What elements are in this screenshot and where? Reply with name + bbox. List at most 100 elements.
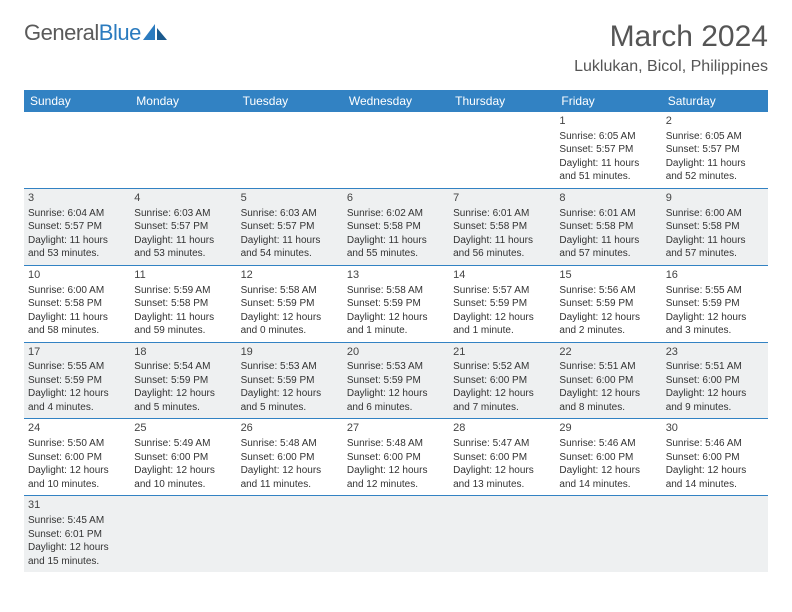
day-detail-line: Daylight: 12 hours: [134, 387, 232, 401]
day-number: 9: [666, 191, 764, 206]
day-detail-line: Daylight: 12 hours: [453, 464, 551, 478]
day-detail-line: and 6 minutes.: [347, 401, 445, 415]
day-detail-line: Daylight: 11 hours: [241, 234, 339, 248]
logo-part1: General: [24, 20, 99, 45]
day-number: 30: [666, 421, 764, 436]
day-number: 29: [559, 421, 657, 436]
day-number: 31: [28, 498, 126, 513]
day-detail-line: Daylight: 12 hours: [666, 387, 764, 401]
day-detail-line: Sunrise: 5:54 AM: [134, 360, 232, 374]
day-number: 14: [453, 268, 551, 283]
day-detail-line: Sunset: 5:57 PM: [559, 143, 657, 157]
weekday-header: Sunday: [24, 90, 130, 112]
day-detail-line: Sunset: 5:59 PM: [453, 297, 551, 311]
day-detail-line: Sunrise: 6:02 AM: [347, 207, 445, 221]
day-detail-line: and 7 minutes.: [453, 401, 551, 415]
calendar-table: Sunday Monday Tuesday Wednesday Thursday…: [24, 90, 768, 572]
day-detail-line: and 57 minutes.: [559, 247, 657, 261]
day-number: 2: [666, 114, 764, 129]
calendar-day-cell: 20Sunrise: 5:53 AMSunset: 5:59 PMDayligh…: [343, 342, 449, 419]
day-detail-line: Sunrise: 5:46 AM: [559, 437, 657, 451]
day-detail-line: Daylight: 11 hours: [666, 234, 764, 248]
day-detail-line: and 4 minutes.: [28, 401, 126, 415]
day-detail-line: and 14 minutes.: [559, 478, 657, 492]
calendar-day-cell: 6Sunrise: 6:02 AMSunset: 5:58 PMDaylight…: [343, 188, 449, 265]
day-detail-line: and 1 minute.: [453, 324, 551, 338]
day-detail-line: Sunset: 5:59 PM: [241, 374, 339, 388]
calendar-day-cell: 16Sunrise: 5:55 AMSunset: 5:59 PMDayligh…: [662, 265, 768, 342]
day-detail-line: Sunrise: 5:55 AM: [28, 360, 126, 374]
day-detail-line: Daylight: 12 hours: [666, 464, 764, 478]
calendar-week-row: 31Sunrise: 5:45 AMSunset: 6:01 PMDayligh…: [24, 496, 768, 572]
calendar-day-cell: 7Sunrise: 6:01 AMSunset: 5:58 PMDaylight…: [449, 188, 555, 265]
day-number: 3: [28, 191, 126, 206]
day-detail-line: Sunrise: 5:59 AM: [134, 284, 232, 298]
day-detail-line: Daylight: 12 hours: [453, 311, 551, 325]
day-detail-line: Sunset: 5:59 PM: [347, 297, 445, 311]
day-detail-line: Sunset: 5:59 PM: [559, 297, 657, 311]
calendar-day-cell: 11Sunrise: 5:59 AMSunset: 5:58 PMDayligh…: [130, 265, 236, 342]
weekday-header: Tuesday: [237, 90, 343, 112]
calendar-day-cell: [237, 496, 343, 572]
day-detail-line: Sunset: 5:59 PM: [28, 374, 126, 388]
day-detail-line: Daylight: 11 hours: [28, 234, 126, 248]
day-detail-line: Sunset: 6:00 PM: [666, 451, 764, 465]
day-number: 16: [666, 268, 764, 283]
day-detail-line: and 11 minutes.: [241, 478, 339, 492]
day-number: 13: [347, 268, 445, 283]
day-detail-line: Sunrise: 5:56 AM: [559, 284, 657, 298]
calendar-day-cell: 29Sunrise: 5:46 AMSunset: 6:00 PMDayligh…: [555, 419, 661, 496]
calendar-day-cell: 4Sunrise: 6:03 AMSunset: 5:57 PMDaylight…: [130, 188, 236, 265]
calendar-day-cell: [24, 112, 130, 188]
day-detail-line: Sunrise: 5:53 AM: [241, 360, 339, 374]
calendar-day-cell: [662, 496, 768, 572]
day-detail-line: Sunrise: 5:51 AM: [666, 360, 764, 374]
calendar-day-cell: 12Sunrise: 5:58 AMSunset: 5:59 PMDayligh…: [237, 265, 343, 342]
day-number: 25: [134, 421, 232, 436]
calendar-day-cell: 13Sunrise: 5:58 AMSunset: 5:59 PMDayligh…: [343, 265, 449, 342]
calendar-day-cell: [343, 496, 449, 572]
day-number: 1: [559, 114, 657, 129]
calendar-day-cell: [555, 496, 661, 572]
calendar-day-cell: 21Sunrise: 5:52 AMSunset: 6:00 PMDayligh…: [449, 342, 555, 419]
day-detail-line: and 13 minutes.: [453, 478, 551, 492]
day-detail-line: Sunset: 5:57 PM: [241, 220, 339, 234]
day-number: 6: [347, 191, 445, 206]
day-detail-line: Sunrise: 6:00 AM: [28, 284, 126, 298]
day-detail-line: Sunset: 5:59 PM: [347, 374, 445, 388]
day-number: 20: [347, 345, 445, 360]
day-detail-line: Sunset: 6:00 PM: [347, 451, 445, 465]
location-subtitle: Luklukan, Bicol, Philippines: [574, 58, 768, 76]
day-detail-line: and 10 minutes.: [28, 478, 126, 492]
day-detail-line: Daylight: 11 hours: [134, 311, 232, 325]
calendar-day-cell: 3Sunrise: 6:04 AMSunset: 5:57 PMDaylight…: [24, 188, 130, 265]
day-detail-line: and 52 minutes.: [666, 170, 764, 184]
day-detail-line: Sunset: 5:58 PM: [559, 220, 657, 234]
day-detail-line: Sunset: 5:58 PM: [666, 220, 764, 234]
day-number: 12: [241, 268, 339, 283]
day-detail-line: Sunrise: 6:04 AM: [28, 207, 126, 221]
day-detail-line: Sunset: 5:58 PM: [453, 220, 551, 234]
day-detail-line: Sunrise: 5:51 AM: [559, 360, 657, 374]
day-detail-line: Sunrise: 5:57 AM: [453, 284, 551, 298]
day-number: 19: [241, 345, 339, 360]
calendar-day-cell: 18Sunrise: 5:54 AMSunset: 5:59 PMDayligh…: [130, 342, 236, 419]
day-detail-line: Daylight: 11 hours: [28, 311, 126, 325]
weekday-header: Thursday: [449, 90, 555, 112]
day-detail-line: Daylight: 12 hours: [559, 387, 657, 401]
calendar-day-cell: 28Sunrise: 5:47 AMSunset: 6:00 PMDayligh…: [449, 419, 555, 496]
calendar-day-cell: [449, 112, 555, 188]
day-detail-line: Daylight: 11 hours: [559, 234, 657, 248]
day-detail-line: Sunset: 6:00 PM: [559, 451, 657, 465]
day-detail-line: Sunrise: 5:58 AM: [347, 284, 445, 298]
day-number: 8: [559, 191, 657, 206]
day-detail-line: and 53 minutes.: [28, 247, 126, 261]
day-detail-line: Sunrise: 6:05 AM: [666, 130, 764, 144]
day-detail-line: Sunset: 6:01 PM: [28, 528, 126, 542]
calendar-day-cell: 15Sunrise: 5:56 AMSunset: 5:59 PMDayligh…: [555, 265, 661, 342]
day-detail-line: Sunrise: 5:46 AM: [666, 437, 764, 451]
day-detail-line: Sunrise: 5:58 AM: [241, 284, 339, 298]
day-detail-line: Daylight: 12 hours: [559, 311, 657, 325]
day-detail-line: Sunrise: 5:53 AM: [347, 360, 445, 374]
day-number: 5: [241, 191, 339, 206]
